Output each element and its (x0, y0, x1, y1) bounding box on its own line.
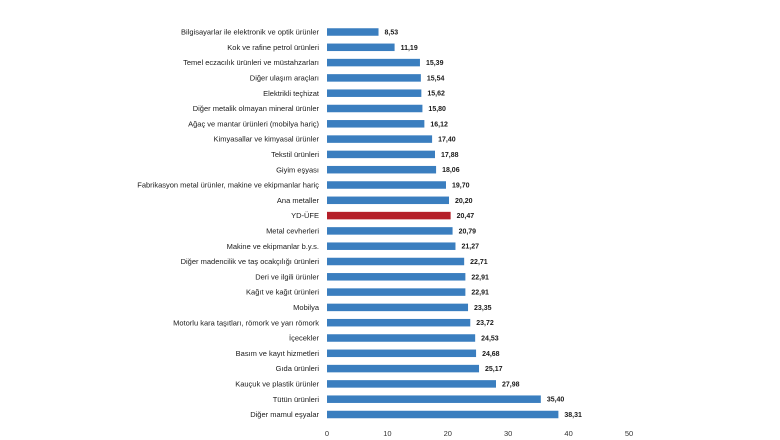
bar-22 (327, 364, 480, 373)
value-label-16: 22,91 (471, 274, 489, 281)
value-label-19: 23,72 (476, 320, 494, 327)
value-label-14: 21,27 (461, 244, 479, 251)
bar-17 (327, 288, 466, 296)
bars-group (327, 28, 559, 419)
category-label-9: Giyim eşyası (276, 165, 319, 174)
bar-11 (327, 196, 450, 205)
category-labels: Bilgisayarlar ile elektronik ve optik ür… (137, 28, 320, 420)
category-label-11: Ana metaller (277, 196, 320, 205)
bar-13 (327, 227, 453, 235)
bar-4 (327, 89, 422, 97)
category-label-16: Deri ve ilgili ürünler (255, 272, 319, 281)
bar-14 (327, 242, 456, 250)
value-label-6: 16,12 (430, 121, 448, 128)
category-label-5: Diğer metalik olmayan mineral ürünler (193, 104, 320, 113)
x-tick-label-0: 0 (325, 429, 329, 438)
value-label-5: 15,80 (428, 106, 446, 113)
category-label-20: İçecekler (289, 334, 320, 343)
category-label-21: Basım ve kayıt hizmetleri (236, 349, 320, 358)
value-label-21: 24,68 (482, 351, 500, 358)
category-label-10: Fabrikasyon metal ürünler, makine ve eki… (137, 181, 319, 190)
category-label-8: Tekstil ürünleri (271, 150, 319, 159)
bar-15 (327, 257, 465, 266)
value-label-13: 20,79 (459, 228, 477, 235)
category-label-15: Diğer madencilik ve taş ocakçılığı ürünl… (181, 257, 320, 266)
category-label-22: Gıda ürünleri (276, 364, 320, 373)
value-label-24: 35,40 (547, 397, 565, 404)
value-label-2: 15,39 (426, 60, 444, 67)
bar-25 (327, 410, 559, 419)
value-label-8: 17,88 (441, 152, 459, 159)
category-label-2: Temel eczacılık ürünleri ve müstahzarlar… (183, 58, 319, 67)
value-label-11: 20,20 (455, 198, 473, 205)
category-label-19: Motorlu kara taşıtları, römork ve yarı r… (173, 318, 319, 327)
bar-24 (327, 395, 541, 403)
bar-16 (327, 273, 466, 281)
value-label-9: 18,06 (442, 167, 460, 174)
value-label-3: 15,54 (427, 75, 445, 82)
bar-20 (327, 334, 476, 342)
value-label-22: 25,17 (485, 366, 503, 373)
bar-19 (327, 318, 471, 327)
bar-5 (327, 104, 423, 113)
value-label-12: 20,47 (457, 213, 475, 220)
bar-6 (327, 120, 425, 128)
value-label-25: 38,31 (564, 412, 582, 419)
category-label-6: Ağaç ve mantar ürünleri (mobilya hariç) (188, 119, 319, 128)
category-label-12: YD-ÜFE (291, 211, 319, 220)
x-tick-label-2: 20 (444, 429, 452, 438)
value-label-10: 19,70 (452, 183, 470, 190)
category-label-17: Kağıt ve kağıt ürünleri (246, 288, 319, 297)
bar-12 (327, 211, 451, 220)
category-label-4: Elektrikli teçhizat (263, 89, 320, 98)
bar-3 (327, 74, 421, 82)
value-label-23: 27,98 (502, 381, 520, 388)
bar-21 (327, 349, 477, 358)
value-label-1: 11,19 (401, 45, 418, 52)
x-tick-label-4: 40 (564, 429, 572, 438)
x-tick-label-5: 50 (625, 429, 633, 438)
x-tick-label-3: 30 (504, 429, 512, 438)
bar-0 (327, 28, 379, 36)
value-label-0: 8,53 (385, 30, 399, 37)
value-label-4: 15,62 (427, 91, 445, 98)
value-label-7: 17,40 (438, 137, 456, 144)
bar-18 (327, 303, 469, 312)
value-label-15: 22,71 (470, 259, 488, 266)
value-labels: 8,53 11,19 15,39 15,54 15,62 15,80 16,12 17,40 1… (385, 30, 582, 420)
category-label-25: Diğer mamul eşyalar (250, 410, 319, 419)
bar-1 (327, 43, 395, 52)
category-label-13: Metal cevherleri (266, 227, 319, 236)
bar-7 (327, 135, 433, 143)
category-label-23: Kauçuk ve plastik ürünler (235, 380, 319, 389)
x-tick-label-1: 10 (383, 429, 391, 438)
category-label-18: Mobilya (293, 303, 320, 312)
value-label-20: 24,53 (481, 336, 499, 343)
bar-8 (327, 150, 435, 159)
value-label-18: 23,35 (474, 305, 492, 312)
value-label-17: 22,91 (471, 290, 489, 297)
category-label-3: Diğer ulaşım araçları (250, 74, 319, 83)
bar-23 (327, 380, 496, 388)
x-axis-ticks: 0 10 20 30 40 50 (325, 429, 633, 438)
bar-10 (327, 181, 446, 189)
bar-2 (327, 58, 420, 67)
category-label-14: Makine ve ekipmanlar b.y.s. (227, 242, 319, 251)
category-label-1: Kok ve rafine petrol ürünleri (227, 43, 319, 52)
category-label-7: Kimyasallar ve kimyasal ürünler (214, 135, 320, 144)
category-label-0: Bilgisayarlar ile elektronik ve optik ür… (181, 28, 319, 37)
category-label-24: Tütün ürünleri (273, 395, 320, 404)
bar-9 (327, 165, 437, 174)
